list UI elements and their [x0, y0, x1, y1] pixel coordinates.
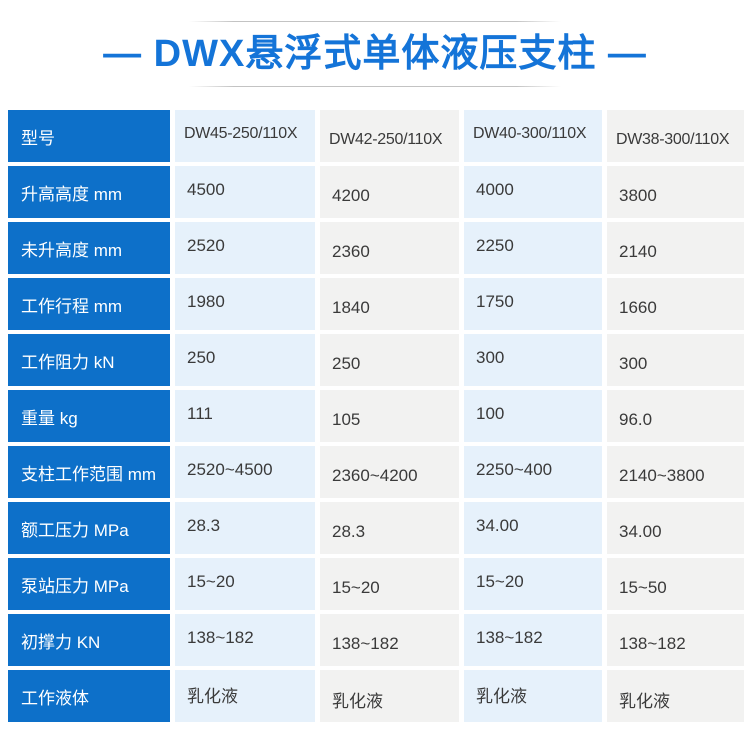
value-cell: 乳化液	[175, 670, 315, 722]
model-cell: DW40-300/110X	[464, 110, 602, 162]
row-header-4: 工作阻力 kN	[8, 334, 170, 386]
page-title: — DWX悬浮式单体液压支柱 —	[103, 33, 647, 75]
value-cell: 300	[464, 334, 602, 386]
model-cell: DW38-300/110X	[607, 110, 744, 162]
value-cell: 乳化液	[607, 670, 744, 722]
value-cell: 15~50	[607, 558, 744, 610]
title-rule-bottom	[189, 86, 561, 87]
row-header-9: 初撑力 KN	[8, 614, 170, 666]
spec-table: 型号 DW45-250/110X DW42-250/110X DW40-300/110…	[8, 110, 744, 722]
value-cell: 138~182	[175, 614, 315, 666]
row-header-10: 工作液体	[8, 670, 170, 722]
value-cell: 34.00	[464, 502, 602, 554]
value-cell: 15~20	[320, 558, 459, 610]
value-cell: 4500	[175, 166, 315, 218]
value-cell: 250	[320, 334, 459, 386]
value-cell: 乳化液	[464, 670, 602, 722]
value-cell: 300	[607, 334, 744, 386]
value-cell: 1840	[320, 278, 459, 330]
value-cell: 2140	[607, 222, 744, 274]
value-cell: 100	[464, 390, 602, 442]
value-cell: 4000	[464, 166, 602, 218]
model-cell: DW42-250/110X	[320, 110, 459, 162]
value-cell: 3800	[607, 166, 744, 218]
value-cell: 34.00	[607, 502, 744, 554]
value-cell: 111	[175, 390, 315, 442]
value-cell: 2360~4200	[320, 446, 459, 498]
page-header: — DWX悬浮式单体液压支柱 —	[0, 0, 750, 87]
value-cell: 2360	[320, 222, 459, 274]
title-rule-top	[189, 21, 561, 22]
value-cell: 1980	[175, 278, 315, 330]
value-cell: 250	[175, 334, 315, 386]
value-cell: 138~182	[320, 614, 459, 666]
value-cell: 15~20	[464, 558, 602, 610]
value-cell: 96.0	[607, 390, 744, 442]
row-header-3: 工作行程 mm	[8, 278, 170, 330]
value-cell: 2140~3800	[607, 446, 744, 498]
value-cell: 2250	[464, 222, 602, 274]
value-cell: 2250~400	[464, 446, 602, 498]
value-cell: 乳化液	[320, 670, 459, 722]
row-header-1: 升高高度 mm	[8, 166, 170, 218]
value-cell: 138~182	[607, 614, 744, 666]
value-cell: 105	[320, 390, 459, 442]
value-cell: 28.3	[320, 502, 459, 554]
row-header-7: 额工压力 MPa	[8, 502, 170, 554]
value-cell: 1750	[464, 278, 602, 330]
value-cell: 2520~4500	[175, 446, 315, 498]
row-header-8: 泵站压力 MPa	[8, 558, 170, 610]
value-cell: 4200	[320, 166, 459, 218]
row-header-6: 支柱工作范围 mm	[8, 446, 170, 498]
row-header-5: 重量 kg	[8, 390, 170, 442]
row-header-0: 型号	[8, 110, 170, 162]
value-cell: 138~182	[464, 614, 602, 666]
model-cell: DW45-250/110X	[175, 110, 315, 162]
row-header-2: 未升高度 mm	[8, 222, 170, 274]
value-cell: 2520	[175, 222, 315, 274]
value-cell: 15~20	[175, 558, 315, 610]
value-cell: 28.3	[175, 502, 315, 554]
value-cell: 1660	[607, 278, 744, 330]
